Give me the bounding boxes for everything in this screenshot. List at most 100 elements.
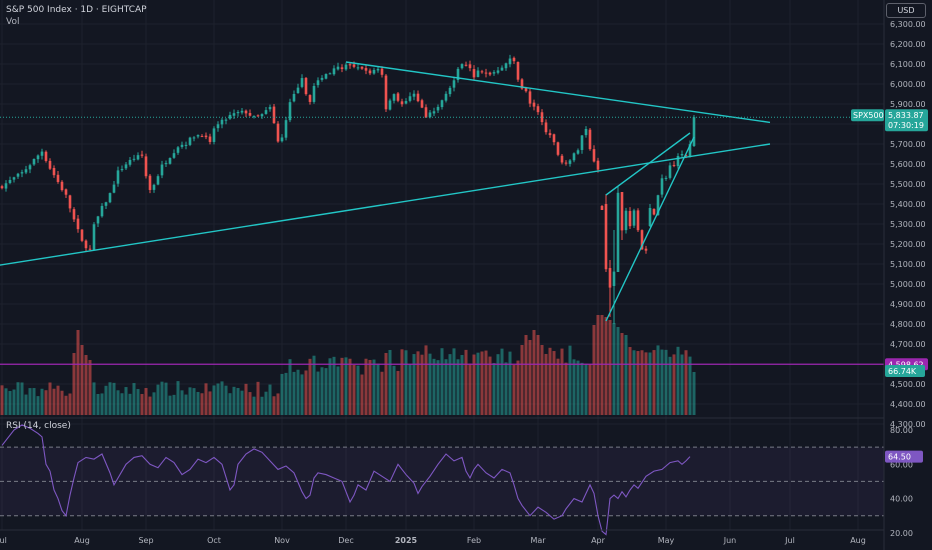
rsi-tick-label: 40.00	[890, 495, 913, 504]
volume-bar	[424, 345, 428, 415]
time-tick-label: Jul	[784, 536, 795, 545]
price-tick-label: 4,400.00	[890, 400, 926, 409]
candle-body	[56, 174, 60, 182]
volume-bar	[360, 374, 364, 415]
candle-body	[596, 160, 600, 170]
candle-body	[444, 93, 448, 101]
time-axis[interactable]: Jul Aug Sep Oct Nov Dec 2025 Feb Mar Apr May Jun Jul…	[0, 529, 884, 545]
trendlines[interactable]	[0, 61, 771, 322]
candle-body	[544, 122, 548, 133]
price-tick-label: 4,800.00	[890, 320, 926, 329]
volume-bar	[300, 374, 304, 415]
volume-bar	[384, 353, 388, 415]
volume-bar	[8, 391, 12, 415]
volume-bar	[464, 349, 468, 415]
volume-bar	[604, 317, 608, 415]
rsi-indicator-title[interactable]: RSI (14, close)	[6, 421, 71, 431]
volume-bar	[252, 396, 256, 415]
volume-bar	[536, 335, 540, 415]
volume-bar	[256, 381, 260, 415]
overlays	[0, 116, 884, 365]
candle-body	[392, 94, 396, 101]
candle-body	[548, 133, 552, 136]
candle-body	[232, 113, 236, 116]
candle-body	[648, 208, 652, 226]
volume-bar	[564, 362, 568, 415]
rsi-line	[1, 424, 691, 536]
volume-indicator-label[interactable]: Vol	[6, 17, 20, 27]
volume-bar	[652, 350, 656, 415]
volume-bar	[96, 393, 100, 415]
rsi-pane[interactable]: 80.00 60.00 40.00 20.00 64.50	[0, 417, 923, 538]
candle-body	[164, 163, 168, 165]
candle-body	[396, 93, 400, 101]
upper-resistance-line[interactable]	[345, 61, 771, 124]
candle-body	[436, 106, 440, 111]
candle-body	[220, 119, 224, 125]
candle-body	[216, 124, 220, 129]
volume-bar	[264, 391, 268, 415]
candle-body	[196, 135, 200, 137]
candle-body	[512, 57, 516, 62]
volume-value-badge	[885, 365, 925, 377]
candle-body	[268, 107, 272, 110]
volume-bar	[408, 364, 412, 415]
volume-bar	[0, 385, 4, 415]
candle-body	[356, 67, 360, 69]
candle-body	[100, 205, 104, 217]
candle-body	[260, 114, 264, 117]
volume-bar	[380, 371, 384, 415]
volume-bar	[640, 350, 644, 415]
volume-bar	[228, 393, 232, 415]
candle-body	[644, 248, 648, 251]
volume-bar	[508, 351, 512, 415]
time-tick-label: Aug	[850, 536, 866, 545]
candle-body	[656, 195, 660, 216]
candle-body	[84, 240, 88, 249]
volume-bar	[296, 369, 300, 415]
price-tick-label: 6,000.00	[890, 80, 926, 89]
volume-bar	[620, 333, 624, 415]
candle-body	[300, 78, 304, 87]
candle-body	[448, 87, 452, 95]
price-tick-label: 5,200.00	[890, 240, 926, 249]
volume-bar	[516, 360, 520, 415]
volume-bar	[568, 345, 572, 415]
volume-bar	[372, 359, 376, 415]
volume-bar	[636, 351, 640, 415]
rising-wedge-lower-line[interactable]	[605, 136, 695, 322]
volume-bar	[184, 394, 188, 415]
time-tick-label: Sep	[138, 536, 153, 545]
price-tick-label: 5,100.00	[890, 260, 926, 269]
candle-body	[276, 123, 280, 142]
symbol-title[interactable]: S&P 500 Index · 1D · EIGHTCAP	[6, 5, 147, 15]
rsi-tick-label: 80.00	[890, 426, 913, 435]
candle-body	[420, 100, 424, 108]
candle-body	[604, 204, 608, 270]
volume-bar	[684, 350, 688, 415]
volume-bar	[680, 354, 684, 415]
volume-bar	[412, 354, 416, 415]
lower-support-line[interactable]	[0, 143, 771, 266]
symbol-badge-text: SPX500	[853, 111, 884, 120]
volume-bar	[4, 388, 8, 415]
price-tick-label: 6,300.00	[890, 20, 926, 29]
rising-wedge-upper-line[interactable]	[605, 132, 691, 196]
time-tick-label: Apr	[591, 536, 606, 545]
candle-body	[580, 135, 584, 150]
volume-bar	[52, 388, 56, 415]
candle-body	[48, 160, 52, 169]
price-tick-label: 4,500.00	[890, 380, 926, 389]
candle-body	[452, 80, 456, 88]
candle-body	[688, 144, 692, 157]
volume-bar	[80, 345, 84, 415]
candle-body	[592, 149, 596, 162]
time-tick-label: Jul	[0, 536, 7, 545]
currency-button[interactable]: USD	[886, 3, 926, 18]
volume-bar	[272, 396, 276, 415]
volume-bar	[520, 345, 524, 415]
volume-bar	[292, 371, 296, 415]
volume-bar	[168, 395, 172, 415]
volume-bar	[668, 356, 672, 415]
